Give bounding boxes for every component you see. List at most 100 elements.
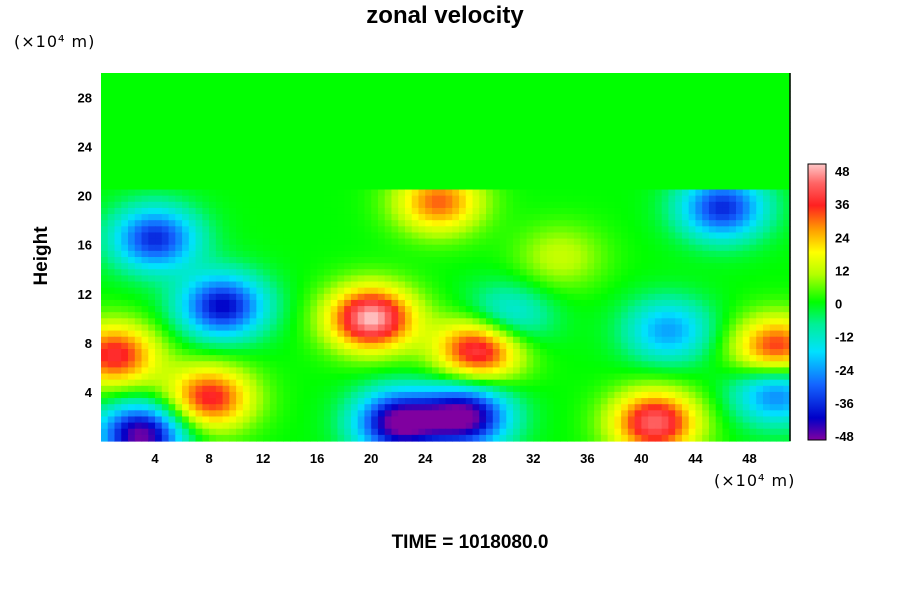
heatmap-cell: [175, 238, 183, 246]
heatmap-cell: [614, 367, 622, 375]
heatmap-cell: [702, 349, 710, 356]
heatmap-cell: [128, 330, 136, 338]
heatmap-cell: [350, 214, 359, 221]
heatmap-cell: [769, 189, 778, 197]
heatmap-cell: [128, 201, 136, 209]
heatmap-cell: [452, 244, 460, 252]
heatmap-cell: [269, 299, 278, 307]
heatmap-cell: [573, 91, 582, 99]
heatmap-cell: [479, 318, 487, 326]
heatmap-cell: [546, 134, 555, 142]
heatmap-cell: [560, 250, 568, 258]
heatmap-cell: [756, 220, 764, 227]
heatmap-cell: [377, 122, 386, 129]
heatmap-cell: [350, 201, 359, 209]
heatmap-cell: [465, 122, 474, 129]
heatmap-cell: [209, 263, 217, 270]
heatmap-cell: [101, 115, 109, 123]
heatmap-cell: [776, 226, 784, 234]
heatmap-cell: [330, 336, 339, 344]
heatmap-cell: [317, 103, 325, 111]
heatmap-cell: [486, 207, 494, 215]
heatmap-cell: [236, 232, 244, 240]
heatmap-cell: [735, 91, 744, 99]
heatmap-cell: [195, 238, 203, 246]
heatmap-cell: [188, 324, 197, 332]
heatmap-cell: [121, 238, 129, 246]
heatmap-cell: [533, 238, 541, 246]
heatmap-cell: [283, 207, 291, 215]
heatmap-cell: [168, 263, 176, 270]
heatmap-cell: [492, 165, 501, 172]
heatmap-cell: [567, 165, 575, 172]
heatmap-cell: [769, 177, 778, 184]
heatmap-cell: [580, 109, 588, 117]
heatmap-cell: [310, 140, 318, 148]
heatmap-cell: [506, 171, 514, 178]
heatmap-cell: [303, 355, 311, 362]
heatmap-cell: [411, 128, 420, 135]
heatmap-cell: [438, 269, 447, 276]
heatmap-cell: [209, 238, 217, 246]
heatmap-cell: [168, 214, 176, 221]
heatmap-cell: [438, 165, 447, 172]
heatmap-cell: [445, 367, 453, 375]
heatmap-cell: [540, 244, 548, 252]
heatmap-cell: [310, 312, 318, 319]
heatmap-cell: [756, 293, 764, 301]
heatmap-cell: [411, 152, 420, 160]
heatmap-cell: [107, 85, 116, 92]
heatmap-cell: [513, 342, 521, 350]
heatmap-cell: [654, 214, 663, 221]
heatmap-cell: [134, 257, 143, 264]
heatmap-cell: [269, 226, 278, 234]
heatmap-cell: [404, 85, 413, 92]
heatmap-cell: [344, 109, 352, 117]
heatmap-cell: [587, 214, 595, 221]
heatmap-cell: [634, 336, 642, 344]
heatmap-cell: [654, 140, 663, 148]
heatmap-cell: [479, 91, 487, 99]
heatmap-cell: [675, 214, 683, 221]
heatmap-cell: [479, 103, 487, 111]
heatmap-cell: [587, 85, 595, 92]
heatmap-cell: [769, 306, 778, 313]
heatmap-cell: [134, 214, 143, 221]
heatmap-cell: [391, 195, 399, 203]
heatmap-cell: [783, 146, 791, 154]
heatmap-cell: [121, 220, 129, 227]
heatmap-cell: [486, 250, 494, 258]
heatmap-cell: [627, 207, 636, 215]
heatmap-cell: [499, 355, 507, 362]
heatmap-cell: [580, 115, 588, 123]
heatmap-cell: [242, 103, 251, 111]
heatmap-cell: [688, 158, 697, 166]
heatmap-cell: [776, 263, 784, 270]
heatmap-cell: [580, 103, 588, 111]
heatmap-cell: [425, 250, 433, 258]
heatmap-cell: [681, 201, 690, 209]
heatmap-cell: [425, 115, 433, 123]
heatmap-cell: [722, 257, 730, 264]
heatmap-cell: [121, 171, 129, 178]
heatmap-cell: [263, 201, 271, 209]
heatmap-cell: [337, 361, 345, 368]
heatmap-cell: [371, 299, 379, 307]
heatmap-cell: [168, 324, 176, 332]
heatmap-cell: [465, 134, 474, 142]
heatmap-cell: [155, 103, 163, 111]
heatmap-cell: [695, 330, 703, 338]
heatmap-cell: [418, 238, 426, 246]
heatmap-cell: [621, 115, 629, 123]
heatmap-cell: [600, 244, 609, 252]
heatmap-cell: [107, 146, 116, 154]
heatmap-cell: [256, 263, 264, 270]
heatmap-cell: [202, 312, 210, 319]
heatmap-cell: [188, 85, 197, 92]
heatmap-cell: [398, 207, 406, 215]
heatmap-cell: [445, 165, 453, 172]
heatmap-cell: [303, 195, 311, 203]
heatmap-cell: [708, 158, 717, 166]
heatmap-cell: [377, 299, 386, 307]
heatmap-cell: [513, 73, 521, 80]
